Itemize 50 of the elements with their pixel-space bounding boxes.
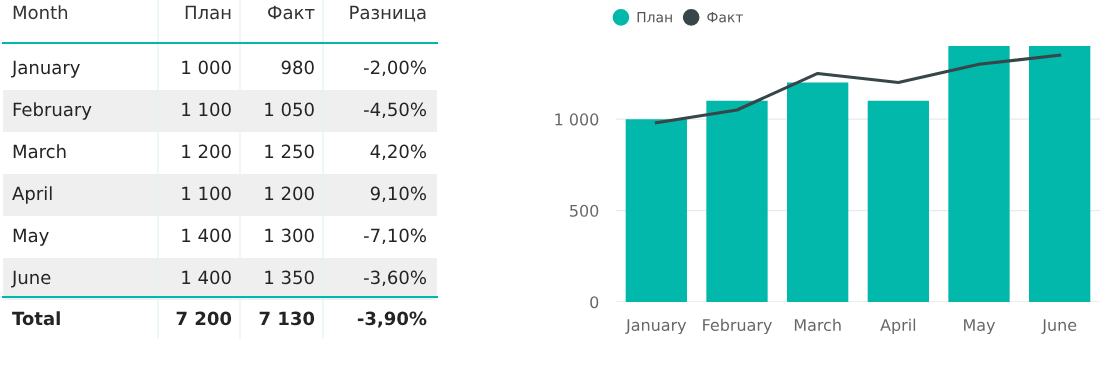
x-tick-label: May (964, 319, 996, 335)
text: 1 050 (265, 102, 314, 117)
text: 7 130 (259, 311, 315, 326)
text: 1 300 (265, 228, 314, 243)
text: -7,10% (364, 228, 427, 245)
text: 1 200 (182, 144, 231, 159)
bar (867, 100, 929, 302)
text: 9,10% (370, 186, 426, 203)
legend-label: План (637, 12, 672, 23)
text: -3,60% (364, 270, 427, 287)
text: 1 100 (182, 186, 231, 201)
text: Факт (268, 5, 315, 20)
text: План (185, 5, 231, 20)
text: -4,50% (364, 102, 427, 119)
bar (706, 100, 768, 302)
text: 1 400 (182, 228, 231, 243)
text: 1 250 (265, 144, 314, 159)
y-tick-label: 500 (570, 204, 599, 217)
legend-label: Факт (707, 12, 743, 23)
text: 1 100 (182, 102, 231, 117)
text: Разница (350, 5, 426, 22)
y-tick-label: 1 000 (555, 113, 599, 126)
y-tick-label: 0 (590, 296, 599, 309)
x-tick-label: June (1041, 319, 1077, 334)
text: January (11, 60, 80, 78)
text: 980 (281, 60, 314, 75)
text: -2,00% (364, 60, 427, 77)
x-tick-label: March (794, 318, 841, 332)
x-tick-label: January (625, 319, 687, 335)
bar (787, 82, 849, 302)
text: June (11, 270, 51, 288)
bar (948, 46, 1010, 302)
text: May (13, 228, 49, 246)
text: April (12, 186, 52, 204)
text: 1 350 (265, 270, 314, 285)
text: February (13, 102, 92, 120)
bar (625, 119, 687, 302)
text: 7 200 (176, 311, 232, 326)
text: Total (12, 311, 60, 326)
text: Month (13, 5, 68, 20)
text: 4,20% (370, 144, 426, 161)
text: 1 400 (182, 270, 231, 285)
line-series (654, 53, 1062, 125)
bar (1029, 46, 1091, 302)
x-tick-label: February (703, 318, 772, 335)
text: -3,90% (357, 311, 427, 328)
x-tick-label: April (880, 318, 916, 335)
text: 1 200 (265, 186, 314, 201)
text: March (13, 144, 66, 159)
text: 1 000 (182, 60, 231, 75)
